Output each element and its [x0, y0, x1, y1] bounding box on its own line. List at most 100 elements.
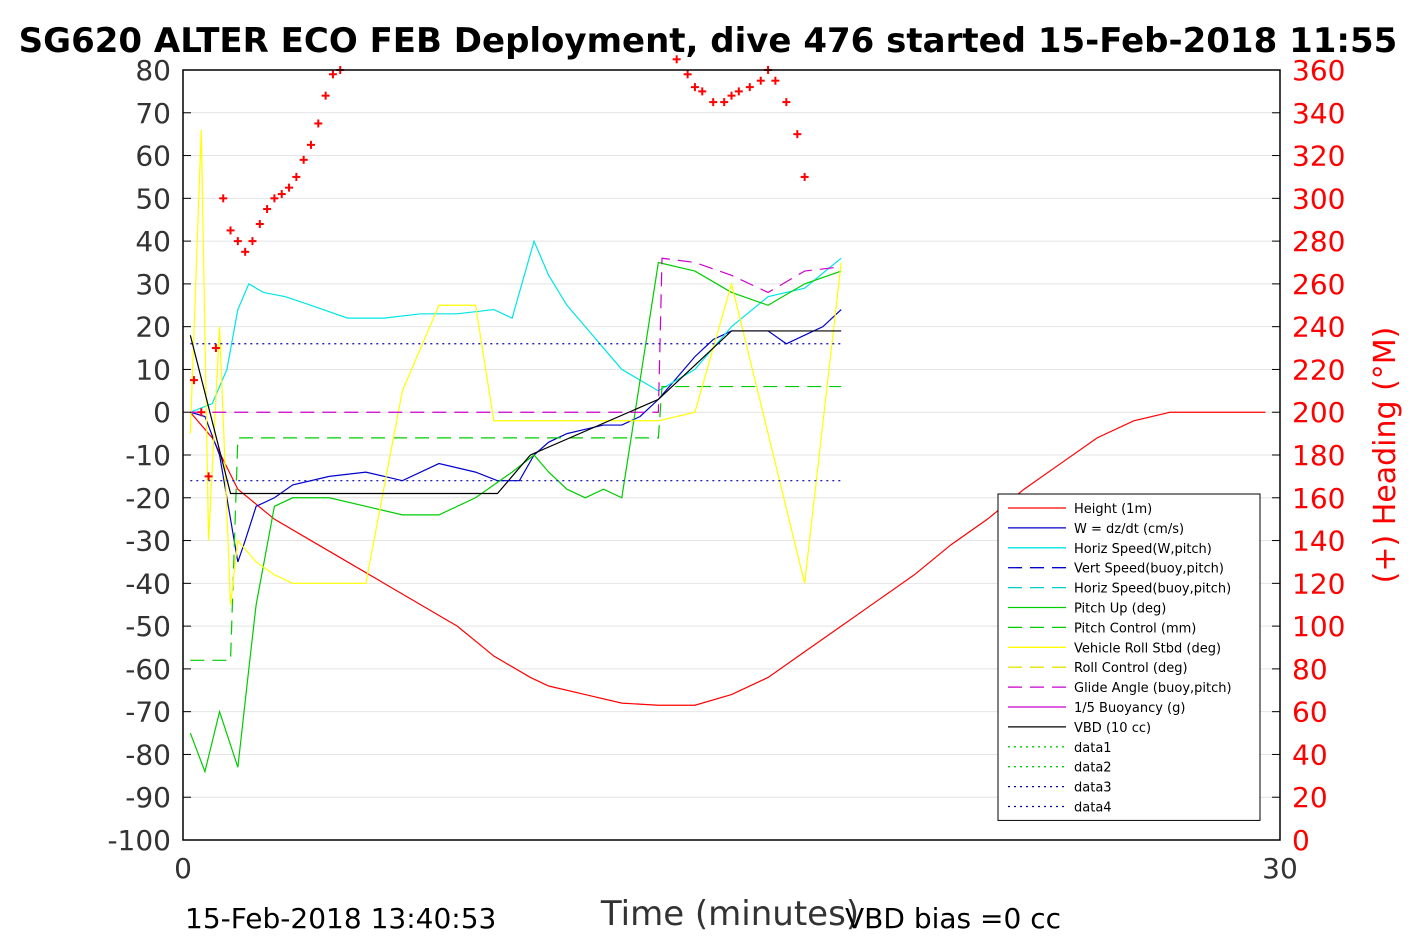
- y-tick-label: -100: [107, 824, 171, 857]
- heading-point: [241, 247, 250, 256]
- footer-timestamp: 15-Feb-2018 13:40:53: [185, 902, 496, 935]
- y-axis-right: 3603403203002802602402202001801601401201…: [1272, 54, 1345, 857]
- y-tick-right-label: 40: [1292, 738, 1328, 771]
- heading-point: [321, 91, 330, 100]
- y-tick-right-label: 100: [1292, 610, 1345, 643]
- legend-label: Glide Angle (buoy,pitch): [1074, 681, 1232, 696]
- y-tick-label: 30: [135, 268, 171, 301]
- legend-label: Vehicle Roll Stbd (deg): [1074, 641, 1221, 656]
- heading-point: [292, 172, 301, 181]
- series-line-3: [189, 261, 842, 774]
- heading-point: [226, 226, 235, 235]
- y-tick-label: -30: [125, 525, 171, 558]
- legend-label: data4: [1074, 801, 1112, 816]
- legend-label: data1: [1074, 741, 1112, 756]
- heading-point: [314, 119, 323, 128]
- chart-title: SG620 ALTER ECO FEB Deployment, dive 476…: [19, 21, 1398, 61]
- y-tick-right-label: 120: [1292, 567, 1345, 600]
- heading-point: [248, 237, 257, 246]
- y-tick-right-label: 280: [1292, 225, 1345, 258]
- y-tick-right-label: 220: [1292, 353, 1345, 386]
- y-tick-label: 70: [135, 97, 171, 130]
- legend-label: Vert Speed(buoy,pitch): [1074, 562, 1224, 577]
- y-tick-right-label: 200: [1292, 396, 1345, 429]
- heading-point: [756, 76, 765, 85]
- heading-point: [793, 130, 802, 139]
- y-tick-right-label: 240: [1292, 311, 1345, 344]
- legend-label: W = dz/dt (cm/s): [1074, 522, 1184, 537]
- heading-point: [727, 91, 736, 100]
- heading-point: [782, 98, 791, 107]
- y-tick-label: -10: [125, 439, 171, 472]
- heading-point: [263, 205, 272, 214]
- y-tick-label: 50: [135, 182, 171, 215]
- x-axis: 0 30: [174, 832, 1298, 885]
- heading-point: [328, 70, 337, 79]
- y-tick-label: 40: [135, 225, 171, 258]
- heading-point: [771, 76, 780, 85]
- heading-point: [690, 83, 699, 92]
- y-tick-right-label: 80: [1292, 653, 1328, 686]
- footer-vbd-bias: VBD bias =0 cc: [845, 902, 1061, 935]
- y-tick-right-label: 160: [1292, 482, 1345, 515]
- heading-point: [306, 140, 315, 149]
- legend-label: Horiz Speed(W,pitch): [1074, 542, 1212, 557]
- legend-label: VBD (10 cc): [1074, 721, 1151, 736]
- y-tick-label: -40: [125, 567, 171, 600]
- y-tick-right-label: 300: [1292, 182, 1345, 215]
- series-line-4: [190, 385, 842, 661]
- legend-label: data2: [1074, 761, 1112, 776]
- y-tick-right-label: 360: [1292, 54, 1345, 87]
- legend-label: 1/5 Buoyancy (g): [1074, 701, 1185, 716]
- series-line-6: [190, 257, 842, 413]
- series-line-7: [189, 330, 842, 495]
- y-axis-right-label: (+) Heading (°M): [1368, 327, 1403, 584]
- y-tick-label: -90: [125, 781, 171, 814]
- x-tick-label: 0: [174, 852, 192, 885]
- y-tick-label: -80: [125, 738, 171, 771]
- y-tick-right-label: 140: [1292, 525, 1345, 558]
- y-tick-right-label: 320: [1292, 140, 1345, 173]
- heading-point: [734, 87, 743, 96]
- heading-point: [299, 155, 308, 164]
- y-tick-right-label: 60: [1292, 696, 1328, 729]
- y-tick-right-label: 180: [1292, 439, 1345, 472]
- y-tick-right-label: 340: [1292, 97, 1345, 130]
- legend: Height (1m) W = dz/dt (cm/s) Horiz Speed(W…: [997, 493, 1261, 821]
- y-tick-label: -70: [125, 696, 171, 729]
- heading-point: [800, 172, 809, 181]
- heading-point: [285, 183, 294, 192]
- y-tick-label: 60: [135, 140, 171, 173]
- y-tick-label: 80: [135, 54, 171, 87]
- x-axis-label: Time (minutes): [600, 894, 859, 934]
- heading-point: [720, 98, 729, 107]
- y-tick-label: -60: [125, 653, 171, 686]
- legend-label: Roll Control (deg): [1074, 661, 1188, 676]
- x-tick-label: 30: [1262, 852, 1298, 885]
- y-tick-right-label: 260: [1292, 268, 1345, 301]
- y-tick-label: 20: [135, 311, 171, 344]
- heading-point: [698, 87, 707, 96]
- y-tick-label: 10: [135, 353, 171, 386]
- y-tick-label: -50: [125, 610, 171, 643]
- heading-point: [672, 55, 681, 64]
- legend-label: Horiz Speed(buoy,pitch): [1074, 582, 1231, 597]
- y-tick-label: -20: [125, 482, 171, 515]
- heading-point: [745, 83, 754, 92]
- y-tick-right-label: 20: [1292, 781, 1328, 814]
- y-tick-right-label: 0: [1292, 824, 1310, 857]
- y-tick-label: 0: [153, 396, 171, 429]
- series-line-2: [190, 239, 842, 413]
- heading-point: [255, 220, 264, 228]
- heading-point: [204, 472, 213, 481]
- legend-label: Pitch Up (deg): [1074, 602, 1166, 617]
- heading-point: [211, 344, 220, 353]
- legend-label: Pitch Control (mm): [1074, 621, 1196, 636]
- heading-point: [270, 194, 279, 203]
- heading-point: [219, 194, 228, 203]
- heading-point: [197, 408, 206, 417]
- series-line-0: [189, 411, 1266, 706]
- y-axis-left: 80 70 60 50 40 30 20 10 0 -10 -20 -30 -40 -50 -60 -70 -8…: [107, 54, 191, 857]
- series-line-5: [189, 129, 842, 605]
- legend-label: Height (1m): [1074, 502, 1152, 517]
